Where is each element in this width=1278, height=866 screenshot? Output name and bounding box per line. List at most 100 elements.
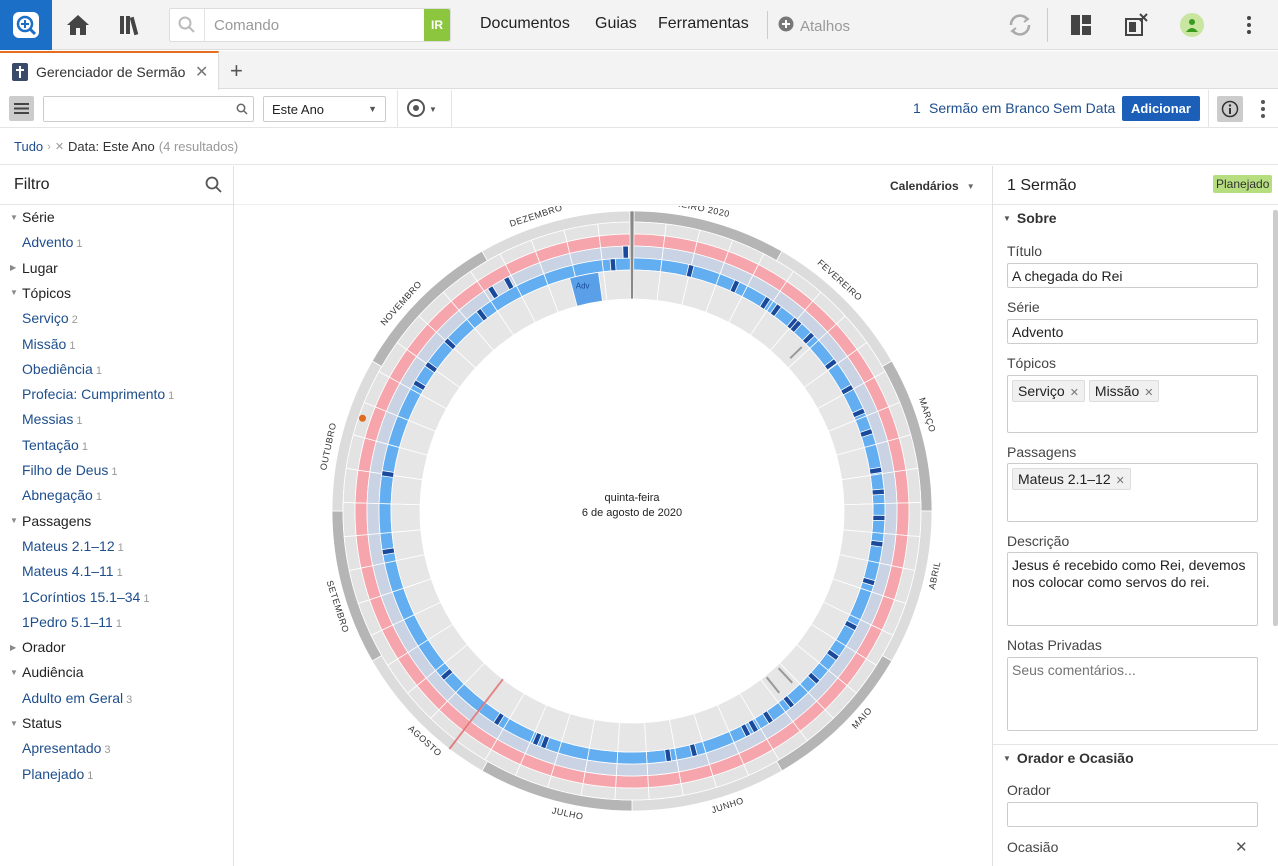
filter-item-label: 1Coríntios 15.1–34 — [22, 588, 141, 605]
filter-group[interactable]: ▼ Passagens — [10, 513, 91, 529]
title-field[interactable]: A chegada do Rei — [1007, 263, 1258, 288]
user-avatar-icon[interactable] — [1180, 13, 1204, 37]
week-ring-lavender — [883, 502, 898, 535]
divider — [1208, 90, 1209, 128]
remove-tag-icon[interactable]: ✕ — [1115, 475, 1125, 487]
filter-item[interactable]: 1Pedro 5.1–11 1 — [22, 614, 122, 630]
sync-icon[interactable] — [1005, 10, 1035, 40]
no-date-link[interactable]: Sem Data — [1053, 100, 1116, 116]
speaker-field[interactable] — [1007, 802, 1258, 827]
filter-item[interactable]: Profecia: Cumprimento 1 — [22, 386, 174, 402]
view-options-button[interactable]: ▼ — [406, 98, 437, 121]
scrollbar[interactable] — [1273, 210, 1278, 626]
center-date: 6 de agosto de 2020 — [582, 507, 682, 519]
tab-close-icon[interactable]: ✕ — [195, 64, 209, 81]
command-input[interactable] — [204, 9, 426, 41]
more-vertical-icon[interactable] — [1234, 10, 1264, 40]
filter-item-count: 1 — [115, 617, 122, 630]
passage-tag[interactable]: Mateus 2.1–12 ✕ — [1012, 468, 1131, 490]
filter-item[interactable]: Messias 1 — [22, 411, 82, 427]
caret-right-icon: ▶ — [10, 642, 17, 652]
remove-tag-icon[interactable]: ✕ — [1144, 387, 1154, 399]
topic-tag[interactable]: Missão ✕ — [1088, 380, 1160, 402]
description-field[interactable]: Jesus é recebido como Rei, devemos nos c… — [1007, 552, 1258, 626]
calendars-dropdown[interactable]: Calendários ▼ — [890, 179, 975, 193]
event-marker — [761, 710, 775, 725]
filter-item[interactable]: Missão 1 — [22, 336, 75, 352]
series-label: Série — [1007, 299, 1040, 315]
library-icon[interactable] — [116, 10, 146, 40]
filter-group[interactable]: ▼ Audiência — [10, 664, 84, 680]
passages-field[interactable]: Mateus 2.1–12 ✕ — [1007, 463, 1258, 522]
filter-item[interactable]: 1Coríntios 15.1–34 1 — [22, 589, 149, 605]
occasion-clear-icon[interactable]: ✕ — [1235, 839, 1248, 856]
filter-item[interactable]: Serviço 2 — [22, 310, 78, 326]
details-panel: 1 Sermão Planejado ▼ Sobre Título A cheg… — [992, 166, 1278, 866]
go-button[interactable]: IR — [424, 9, 450, 41]
filter-item-label: Mateus 2.1–12 — [22, 537, 115, 554]
filter-group-label: Status — [22, 715, 62, 731]
search-icon[interactable] — [205, 176, 223, 197]
filter-item[interactable]: Mateus 2.1–12 1 — [22, 538, 124, 554]
filter-group[interactable]: ▼ Série — [10, 209, 55, 225]
filter-item[interactable]: Obediência 1 — [22, 361, 102, 377]
chevron-right-icon: › — [47, 140, 51, 153]
panel-menu-icon[interactable] — [9, 96, 34, 121]
filter-item[interactable]: Adulto em Geral 3 — [22, 690, 132, 706]
info-icon[interactable] — [1217, 96, 1243, 122]
more-vertical-icon[interactable] — [1260, 99, 1266, 122]
filter-search-input[interactable] — [44, 97, 229, 121]
week-ring-blue — [378, 503, 393, 534]
title-label: Título — [1007, 243, 1043, 259]
layout-icon[interactable] — [1066, 10, 1096, 40]
event-marker — [769, 303, 782, 318]
event-marker — [807, 671, 821, 685]
filter-item[interactable]: Tentação 1 — [22, 437, 88, 453]
filter-group[interactable]: ▶ Orador — [10, 639, 66, 655]
filter-item[interactable]: Apresentado 3 — [22, 740, 111, 756]
filter-group-label: Passagens — [22, 512, 92, 529]
filter-item-count: 1 — [69, 339, 76, 352]
tab-sermon-manager[interactable]: Gerenciador de Sermão ✕ — [0, 51, 219, 90]
event-marker — [439, 667, 454, 681]
section-speaker-header[interactable]: ▼ Orador e Ocasião — [993, 748, 1278, 768]
close-panels-icon[interactable] — [1121, 10, 1151, 40]
event-marker — [859, 428, 874, 438]
menu-documents[interactable]: Documentos — [480, 15, 570, 32]
menu-tools[interactable]: Ferramentas — [658, 15, 749, 32]
series-field[interactable]: Advento — [1007, 319, 1258, 344]
breadcrumb: Tudo › ✕ Data: Este Ano (4 resultados) — [0, 129, 1278, 165]
filter-item[interactable]: Planejado 1 — [22, 766, 93, 782]
caret-down-icon: ▼ — [966, 181, 975, 191]
filter-item[interactable]: Advento 1 — [22, 234, 83, 250]
new-tab-plus-icon[interactable]: + — [230, 58, 243, 83]
home-icon[interactable] — [63, 10, 93, 40]
breadcrumb-root[interactable]: Tudo — [14, 139, 44, 154]
topics-field[interactable]: Serviço ✕ Missão ✕ — [1007, 375, 1258, 433]
event-marker — [843, 619, 858, 632]
period-select[interactable]: Este Ano ▼ — [263, 96, 386, 122]
blank-sermon-link[interactable]: Sermão em Branco — [929, 100, 1050, 116]
filter-group[interactable]: ▶ Lugar — [10, 260, 58, 276]
notes-field[interactable] — [1007, 657, 1258, 731]
remove-filter-icon[interactable]: ✕ — [54, 141, 65, 153]
filter-group[interactable]: ▼ Tópicos — [10, 285, 71, 301]
event-marker — [729, 279, 741, 294]
filter-item[interactable]: Mateus 4.1–11 1 — [22, 563, 123, 579]
logos-logo-icon[interactable] — [0, 0, 52, 50]
filter-group[interactable]: ▼ Status — [10, 715, 62, 731]
section-about-header[interactable]: ▼ Sobre — [993, 208, 1278, 228]
event-marker — [381, 547, 396, 556]
caret-down-icon: ▼ — [10, 212, 18, 222]
details-title: 1 Sermão — [1007, 177, 1077, 194]
add-button[interactable]: Adicionar — [1122, 96, 1200, 121]
filter-item[interactable]: Filho de Deus 1 — [22, 462, 118, 478]
filter-item[interactable]: Abnegação 1 — [22, 487, 102, 503]
shortcuts-button[interactable]: Atalhos — [778, 16, 850, 36]
breadcrumb-filter: Data: Este Ano — [68, 139, 155, 154]
topic-tag[interactable]: Serviço ✕ — [1012, 380, 1085, 402]
caret-right-icon: ▶ — [10, 263, 17, 273]
remove-tag-icon[interactable]: ✕ — [1069, 387, 1079, 399]
menu-guides[interactable]: Guias — [595, 15, 637, 32]
